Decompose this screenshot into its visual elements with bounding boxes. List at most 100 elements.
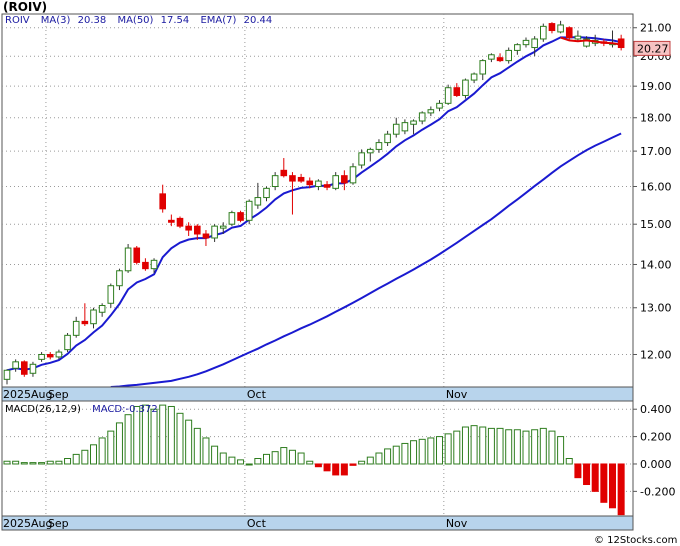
date-label: 2025Aug: [3, 388, 52, 401]
price-tick-label: 16.00: [640, 181, 672, 194]
price-date-band: [1, 386, 634, 402]
macd-bar-positive: [159, 404, 167, 465]
macd-bar-positive: [531, 429, 539, 465]
candle-up: [116, 270, 123, 287]
candle-up: [90, 309, 97, 325]
candle-up: [375, 142, 383, 150]
date-label: Oct: [247, 388, 267, 401]
macd-tick-label: -0.200: [640, 485, 675, 498]
candle-down: [21, 361, 28, 375]
macd-bar-positive: [64, 458, 72, 465]
macd-bar-positive: [271, 451, 279, 465]
candle-up: [55, 351, 63, 358]
macd-bar-positive: [29, 462, 37, 465]
candle-up: [211, 225, 218, 239]
macd-bar-positive: [141, 404, 149, 465]
candle-up: [479, 60, 487, 75]
legend-ma50-label: MA(50): [117, 15, 153, 26]
candle-down: [548, 23, 556, 32]
candle-up: [462, 79, 469, 96]
macd-bar-positive: [167, 405, 175, 465]
candle-down: [280, 169, 288, 177]
candle-down: [237, 212, 244, 221]
macd-value: MACD:-0.372: [92, 404, 158, 415]
macd-bar-positive: [557, 436, 565, 465]
candle-up: [150, 259, 158, 270]
candle-up: [3, 369, 11, 380]
macd-bar-negative: [314, 463, 322, 468]
macd-bar-positive: [565, 458, 573, 465]
candle-up: [271, 175, 279, 188]
legend-ema7-value: 20.44: [244, 15, 273, 26]
macd-bar-positive: [496, 427, 504, 465]
ma50-path: [110, 132, 622, 388]
macd-bar-positive: [410, 440, 418, 465]
macd-bar-positive: [392, 445, 400, 465]
macd-bar-positive: [202, 437, 210, 465]
macd-bar-positive: [90, 444, 97, 465]
candle-up: [384, 133, 391, 144]
candle-up: [64, 334, 71, 351]
macd-bar-positive: [461, 426, 469, 465]
date-label: 2025Aug: [3, 517, 52, 530]
macd-bar-positive: [384, 448, 392, 465]
price-tick-label: 14.00: [640, 258, 672, 271]
candle-down: [176, 217, 184, 227]
price-legend: ROIV MA(3) 20.38 MA(50) 17.54 EMA(7) 20.…: [5, 15, 272, 26]
candle-up: [349, 166, 357, 184]
macd-bar-positive: [237, 459, 245, 465]
macd-bar-positive: [479, 426, 487, 465]
candle-down: [142, 261, 149, 270]
candle-up: [228, 212, 236, 225]
macd-bar-positive: [20, 462, 28, 465]
macd-bar-positive: [297, 452, 305, 465]
macd-bar-negative: [574, 463, 582, 479]
price-tick-label: 21.00: [640, 22, 672, 35]
macd-bar-positive: [81, 449, 89, 465]
candle-down: [289, 175, 296, 182]
macd-bar-positive: [375, 452, 383, 465]
macd-bar-positive: [513, 429, 521, 465]
candle-up: [12, 361, 19, 369]
candle-up: [124, 247, 132, 272]
macd-legend: MACD(26,12,9) MACD:-0.372: [5, 404, 158, 415]
date-label: Oct: [247, 517, 267, 530]
macd-bar-positive: [401, 442, 409, 465]
macd-bar-positive: [453, 430, 461, 465]
legend-ma3-label: MA(3): [41, 15, 71, 26]
price-tick-label: 17.00: [640, 145, 672, 158]
macd-bar-positive: [115, 422, 123, 465]
candle-up: [392, 123, 400, 135]
candle-down: [306, 180, 314, 186]
ma3-line: [560, 36, 622, 46]
ema7-path: [6, 36, 622, 372]
macd-bar-positive: [228, 456, 236, 465]
candle-down: [617, 38, 625, 49]
candle-up: [332, 175, 339, 189]
candle-up: [583, 38, 590, 47]
macd-bar-positive: [46, 460, 54, 465]
candle-up: [574, 35, 582, 40]
macd-bar-positive: [193, 427, 201, 465]
last-price-badge: [633, 40, 671, 56]
macd-bar-negative: [591, 463, 599, 492]
macd-bar-negative: [323, 463, 331, 472]
candle-down: [453, 87, 461, 96]
price-axis: 21.0020.0019.0018.0017.0016.0015.0014.00…: [633, 22, 672, 361]
macd-bar-positive: [185, 419, 193, 465]
candle-up: [444, 87, 452, 104]
macd-axis: 0.400 0.200 0.000 -0.200: [633, 403, 675, 498]
candle-up: [263, 187, 270, 199]
price-tick-label: 13.00: [640, 302, 672, 315]
macd-bar-positive: [280, 447, 288, 465]
macd-bar-positive: [306, 460, 314, 465]
macd-bar-positive: [211, 445, 219, 465]
macd-bar-negative: [617, 463, 625, 516]
macd-bar-positive: [505, 429, 513, 465]
macd-bar-positive: [150, 408, 158, 465]
macd-bar-positive: [288, 449, 296, 465]
macd-params: MACD(26,12,9): [5, 404, 81, 415]
candle-up: [427, 109, 435, 114]
